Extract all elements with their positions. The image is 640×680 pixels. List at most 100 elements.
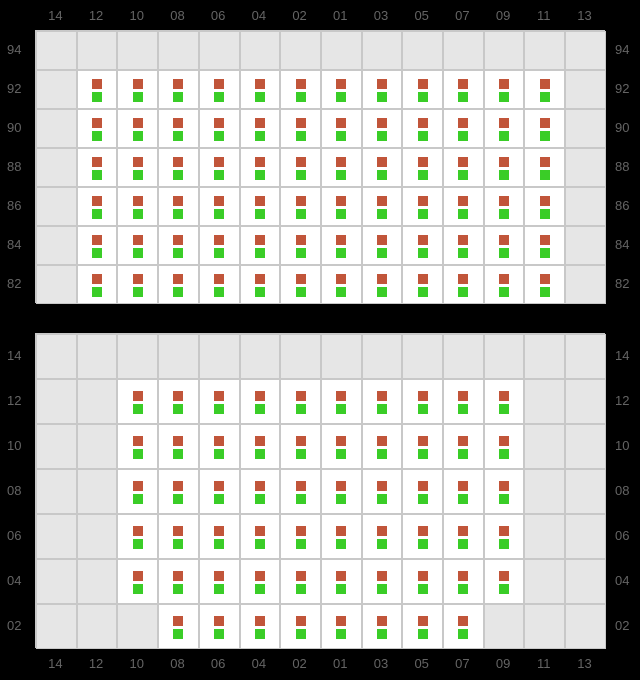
status-marker-bottom [336, 584, 346, 594]
col-label: 08 [157, 8, 198, 23]
status-marker-top [255, 436, 265, 446]
status-marker-top [133, 571, 143, 581]
status-marker-top [173, 157, 183, 167]
status-marker-bottom [173, 131, 183, 141]
rack-cell [443, 226, 484, 265]
status-marker-top [296, 79, 306, 89]
status-marker-bottom [377, 209, 387, 219]
status-marker-top [173, 616, 183, 626]
status-marker-bottom [214, 539, 224, 549]
rack-cell [280, 70, 321, 109]
col-label: 02 [279, 656, 320, 671]
row-label: 14 [615, 333, 629, 378]
rack-cell [158, 559, 199, 604]
rack-cell [280, 334, 321, 379]
rack-cell [280, 469, 321, 514]
rack-cell [362, 379, 403, 424]
status-marker-bottom [296, 584, 306, 594]
status-marker-top [418, 571, 428, 581]
rack-cell [565, 265, 606, 304]
status-marker-bottom [296, 131, 306, 141]
status-marker-top [499, 274, 509, 284]
rack-cell [524, 379, 565, 424]
status-marker-top [214, 391, 224, 401]
status-marker-top [499, 436, 509, 446]
rack-cell [117, 148, 158, 187]
status-marker-bottom [377, 494, 387, 504]
status-marker-top [336, 235, 346, 245]
status-marker-bottom [133, 539, 143, 549]
status-marker-bottom [92, 170, 102, 180]
status-marker-bottom [296, 629, 306, 639]
status-marker-top [296, 157, 306, 167]
rack-cell [117, 604, 158, 649]
rack-cell [240, 604, 281, 649]
rack-cell [77, 226, 118, 265]
status-marker-bottom [336, 248, 346, 258]
row-label: 90 [615, 108, 629, 147]
rack-cell [199, 226, 240, 265]
status-marker-top [214, 481, 224, 491]
status-marker-top [377, 157, 387, 167]
row-label: 94 [615, 30, 629, 69]
rack-cell [280, 514, 321, 559]
col-label: 03 [361, 656, 402, 671]
rack-cell [321, 469, 362, 514]
rack-cell [240, 187, 281, 226]
rack-cell [77, 334, 118, 379]
col-label: 11 [523, 8, 564, 23]
col-label: 13 [564, 656, 605, 671]
status-marker-top [214, 436, 224, 446]
status-marker-top [458, 571, 468, 581]
status-marker-bottom [296, 248, 306, 258]
col-label: 05 [401, 8, 442, 23]
row-label: 82 [615, 264, 629, 303]
status-marker-bottom [458, 92, 468, 102]
rack-cell [443, 31, 484, 70]
rack-cell [402, 604, 443, 649]
rack-cell [77, 31, 118, 70]
rack-cell [443, 265, 484, 304]
rack-cell [117, 424, 158, 469]
rack-cell [443, 187, 484, 226]
rack-cell [158, 226, 199, 265]
status-marker-bottom [92, 287, 102, 297]
status-marker-bottom [540, 131, 550, 141]
rack-cell [158, 424, 199, 469]
rack-cell [484, 334, 525, 379]
rack-cell [117, 70, 158, 109]
rack-cell [362, 559, 403, 604]
status-marker-top [133, 436, 143, 446]
status-marker-top [173, 571, 183, 581]
status-marker-top [458, 79, 468, 89]
rack-cell [117, 265, 158, 304]
status-marker-top [377, 274, 387, 284]
rack-cell [158, 70, 199, 109]
rack-cell [565, 109, 606, 148]
rack-cell [280, 31, 321, 70]
status-marker-top [336, 157, 346, 167]
status-marker-top [377, 235, 387, 245]
rack-cell [484, 187, 525, 226]
status-marker-bottom [418, 449, 428, 459]
status-marker-top [377, 481, 387, 491]
status-marker-top [458, 616, 468, 626]
rack-cell [199, 70, 240, 109]
row-label: 88 [7, 147, 21, 186]
row-label: 12 [7, 378, 21, 423]
rack-cell [117, 109, 158, 148]
status-marker-bottom [255, 131, 265, 141]
row-label: 88 [615, 147, 629, 186]
status-marker-bottom [336, 539, 346, 549]
section-upper-col-labels-top: 1412100806040201030507091113 [35, 8, 605, 23]
status-marker-bottom [418, 209, 428, 219]
status-marker-bottom [133, 404, 143, 414]
rack-cell [240, 514, 281, 559]
col-label: 02 [279, 8, 320, 23]
status-marker-bottom [499, 209, 509, 219]
rack-cell [362, 109, 403, 148]
rack-cell [117, 31, 158, 70]
rack-cell [280, 148, 321, 187]
status-marker-top [92, 118, 102, 128]
row-label: 84 [7, 225, 21, 264]
